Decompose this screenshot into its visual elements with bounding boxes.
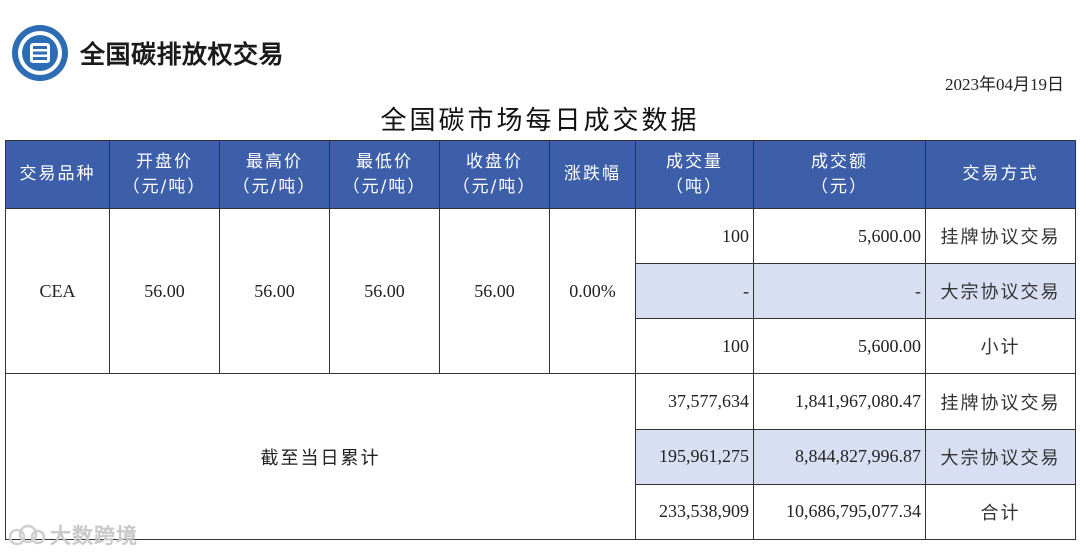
report-date: 2023年04月19日 xyxy=(945,75,1064,94)
low-price-cell: 56.00 xyxy=(329,207,440,375)
amount-cell: 10,686,795,077.34 xyxy=(753,483,926,541)
volume-cell: 100 xyxy=(635,207,754,265)
method-cell: 小计 xyxy=(925,318,1076,375)
table-row: 195,961,275 8,844,827,996.87 大宗协议交易 xyxy=(6,428,1076,485)
volume-cell: 195,961,275 xyxy=(635,428,754,485)
watermark: 大数跨境 xyxy=(8,520,138,550)
volume-cell: 37,577,634 xyxy=(635,373,754,430)
volume-cell: 233,538,909 xyxy=(635,483,754,541)
table-header-row: 交易品种 开盘价 （元/吨） 最高价 （元/吨） 最低价 （元/吨） 收盘价 （元/吨）… xyxy=(5,140,1076,209)
method-cell: 大宗协议交易 xyxy=(925,263,1076,320)
open-price-cell: 56.00 xyxy=(109,207,220,375)
method-cell: 挂牌协议交易 xyxy=(925,373,1076,430)
col-header-amount: 成交额 （元） xyxy=(753,140,926,209)
table-row: 233,538,909 10,686,795,077.34 合计 xyxy=(6,483,1076,541)
method-cell: 挂牌协议交易 xyxy=(925,207,1076,265)
col-header-volume: 成交量 （吨） xyxy=(635,140,754,209)
table-row: - - 大宗协议交易 xyxy=(6,263,1076,320)
logo-icon xyxy=(12,25,68,81)
volume-cell: - xyxy=(635,263,754,320)
col-header-open: 开盘价 （元/吨） xyxy=(109,140,220,209)
watermark-text: 大数跨境 xyxy=(50,524,138,548)
amount-cell: - xyxy=(753,263,926,320)
brand-name: 全国碳排放权交易 xyxy=(80,40,285,69)
col-header-method: 交易方式 xyxy=(925,140,1076,209)
col-header-change: 涨跌幅 xyxy=(549,140,636,209)
page-title: 全国碳市场每日成交数据 xyxy=(380,106,700,136)
trading-data-table: 交易品种 开盘价 （元/吨） 最高价 （元/吨） 最低价 （元/吨） 收盘价 （元/吨）… xyxy=(5,140,1076,541)
table-row: 100 5,600.00 小计 xyxy=(6,318,1076,375)
col-header-close: 收盘价 （元/吨） xyxy=(439,140,550,209)
amount-cell: 5,600.00 xyxy=(753,207,926,265)
cloud-icon xyxy=(8,524,46,546)
product-cell: CEA xyxy=(5,207,110,375)
method-cell: 大宗协议交易 xyxy=(925,428,1076,485)
page-header: 全国碳排放权交易 xyxy=(10,22,284,84)
amount-cell: 8,844,827,996.87 xyxy=(753,428,926,485)
col-header-high: 最高价 （元/吨） xyxy=(219,140,330,209)
amount-cell: 5,600.00 xyxy=(753,318,926,375)
high-price-cell: 56.00 xyxy=(219,207,330,375)
volume-cell: 100 xyxy=(635,318,754,375)
amount-cell: 1,841,967,080.47 xyxy=(753,373,926,430)
close-price-cell: 56.00 xyxy=(439,207,550,375)
cumulative-label: 截至当日累计 xyxy=(5,373,636,540)
method-cell: 合计 xyxy=(925,483,1076,541)
table-row: CEA 56.00 56.00 56.00 56.00 0.00% 100 5,… xyxy=(5,207,1076,375)
col-header-low: 最低价 （元/吨） xyxy=(329,140,440,209)
col-header-product: 交易品种 xyxy=(5,140,110,209)
change-cell: 0.00% xyxy=(549,207,636,375)
table-row: 截至当日累计 37,577,634 1,841,967,080.47 挂牌协议交… xyxy=(5,373,1076,540)
